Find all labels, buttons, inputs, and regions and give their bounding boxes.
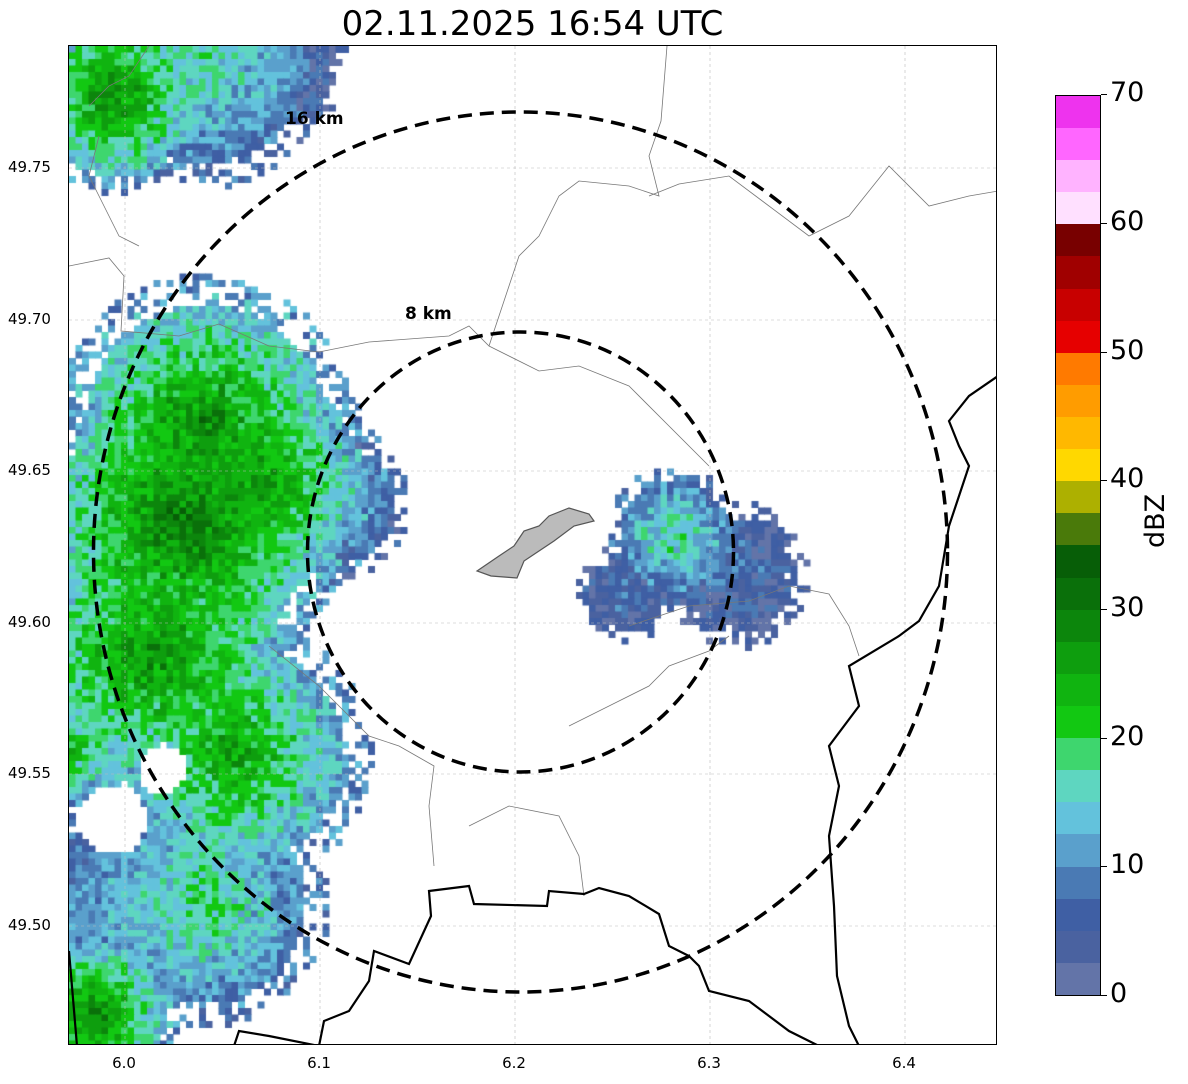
- colorbar-tick: 10: [1110, 849, 1145, 881]
- x-tick: 6.1: [307, 1054, 331, 1072]
- city-area: [475, 507, 596, 579]
- y-tick: 49.50: [8, 916, 51, 934]
- colorbar-tick: 60: [1110, 205, 1145, 237]
- colorbar-bin: [1056, 962, 1100, 995]
- colorbar-bin: [1056, 866, 1100, 899]
- colorbar-bin: [1056, 770, 1100, 803]
- colorbar-bin: [1056, 834, 1100, 867]
- colorbar-bin: [1056, 128, 1100, 161]
- colorbar-bin: [1056, 898, 1100, 931]
- ring-label-16km: 16 km: [285, 109, 344, 129]
- x-tick: 6.4: [892, 1054, 916, 1072]
- colorbar-bin: [1056, 192, 1100, 225]
- admin-boundaries: [69, 46, 996, 897]
- colorbar-bin: [1056, 577, 1100, 610]
- colorbar-bin: [1056, 288, 1100, 321]
- map-title: 02.11.2025 16:54 UTC: [341, 4, 724, 44]
- colorbar-bin: [1056, 738, 1100, 771]
- y-tick: 49.65: [8, 461, 51, 479]
- colorbar-bin: [1056, 513, 1100, 546]
- colorbar-tick: 40: [1110, 463, 1145, 495]
- colorbar-tick: 0: [1110, 978, 1128, 1009]
- colorbar-bin: [1056, 320, 1100, 353]
- y-tick: 49.55: [8, 764, 51, 782]
- colorbar-tick: 30: [1110, 591, 1145, 623]
- y-tick: 49.70: [8, 310, 51, 328]
- ring-label-8km: 8 km: [405, 304, 452, 324]
- colorbar-bin: [1056, 256, 1100, 289]
- map-overlay: 8 km 16 km: [69, 46, 996, 1044]
- colorbar-bin: [1056, 417, 1100, 450]
- colorbar-bin: [1056, 609, 1100, 642]
- colorbar: [1055, 95, 1101, 996]
- colorbar-bin: [1056, 352, 1100, 385]
- colorbar-bin: [1056, 930, 1100, 963]
- x-tick: 6.0: [112, 1054, 136, 1072]
- colorbar-tick: 20: [1110, 720, 1145, 752]
- colorbar-bin: [1056, 545, 1100, 578]
- colorbar-bin: [1056, 160, 1100, 193]
- colorbar-bin: [1056, 449, 1100, 482]
- y-tick: 49.75: [8, 158, 51, 176]
- country-border-south: [69, 884, 818, 1044]
- x-tick: 6.3: [697, 1054, 721, 1072]
- colorbar-bin: [1056, 802, 1100, 835]
- radar-map[interactable]: 8 km 16 km: [68, 45, 997, 1045]
- range-ring-16km: [91, 110, 950, 994]
- y-tick: 49.60: [8, 613, 51, 631]
- country-border: [827, 376, 996, 1044]
- colorbar-bin: [1056, 641, 1100, 674]
- range-ring-8km: [305, 330, 736, 774]
- x-tick: 6.2: [502, 1054, 526, 1072]
- colorbar-bin: [1056, 384, 1100, 418]
- colorbar-bin: [1056, 673, 1100, 707]
- colorbar-tick: 50: [1110, 334, 1145, 366]
- colorbar-bin: [1056, 95, 1100, 129]
- colorbar-bin: [1056, 706, 1100, 739]
- colorbar-bin: [1056, 224, 1100, 257]
- colorbar-label: dBZ: [1140, 493, 1171, 548]
- colorbar-tick: 70: [1110, 77, 1145, 109]
- colorbar-bin: [1056, 481, 1100, 514]
